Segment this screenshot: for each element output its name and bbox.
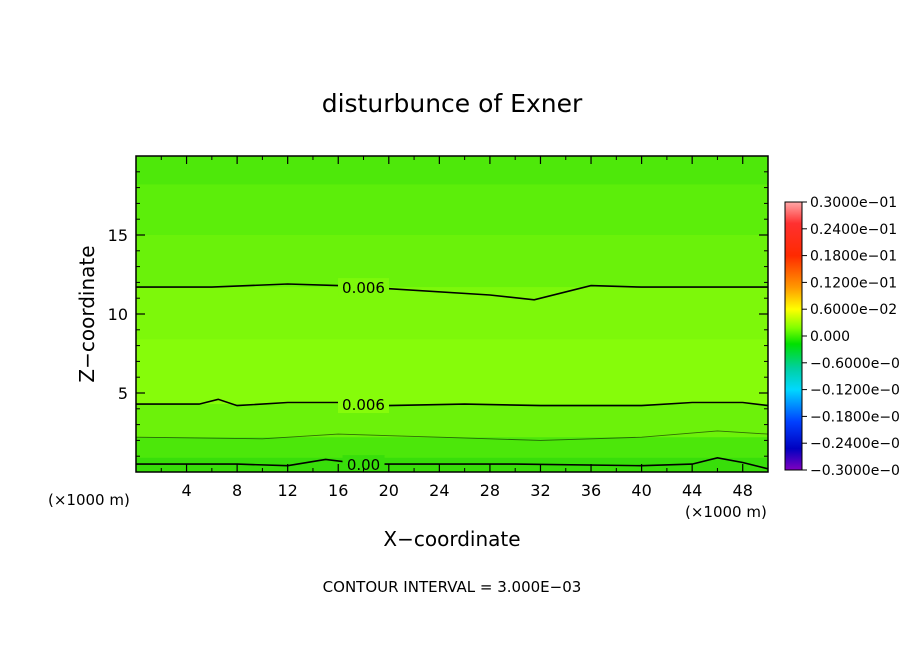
colorbar-label-7: −0.1200e−0	[810, 383, 900, 399]
plot-area: 0.006 0.006 0.00	[136, 156, 768, 474]
x-tick-label-20: 20	[379, 481, 399, 500]
x-tick-label-4: 4	[181, 481, 191, 500]
y-tick-label-5: 5	[118, 384, 128, 403]
x-unit-right: (×1000 m)	[685, 503, 767, 521]
contour-label-bg-2	[338, 395, 390, 414]
contour-line-3	[136, 456, 768, 470]
contour-line-1	[136, 283, 768, 301]
colorbar-label-8: −0.1800e−0	[810, 409, 900, 425]
contour-line-4	[136, 430, 768, 441]
contour-interval-note: CONTOUR INTERVAL = 3.000E−03	[323, 578, 582, 596]
colorbar-label-5: 0.000	[810, 329, 850, 345]
x-tick-label-32: 32	[530, 481, 550, 500]
colorbar-label-1: 0.2400e−01	[810, 222, 897, 238]
chart-title: disturbunce of Exner	[322, 89, 583, 118]
contour-label-1: 0.006	[342, 279, 385, 297]
x-tick-label-36: 36	[581, 481, 601, 500]
x-tick-label-12: 12	[278, 481, 298, 500]
contour-label-bg-3	[342, 455, 385, 472]
x-tick-label-8: 8	[232, 481, 242, 500]
x-unit-left: (×1000 m)	[48, 491, 130, 509]
colorbar-label-0: 0.3000e−01	[810, 195, 897, 211]
y-tick-label-15: 15	[108, 226, 128, 245]
x-tick-label-44: 44	[682, 481, 702, 500]
x-tick-label-48: 48	[733, 481, 753, 500]
x-tick-label-40: 40	[631, 481, 651, 500]
x-tick-label-24: 24	[429, 481, 449, 500]
contour-lines: 0.006 0.006 0.00	[136, 278, 768, 474]
contour-label-bg-1	[338, 278, 390, 297]
x-axis-ticks: 4 8 12 16 20 24 28 32 36 40 44 48	[160, 156, 753, 500]
contour-label-2: 0.006	[342, 396, 385, 414]
colorbar: 0.3000e−01 0.2400e−01 0.1800e−01 0.1200e−01…	[784, 195, 900, 479]
colorbar-label-4: 0.6000e−02	[810, 302, 897, 318]
x-tick-label-28: 28	[480, 481, 500, 500]
colorbar-label-9: −0.2400e−0	[810, 436, 900, 452]
y-axis-ticks: 5 10 15	[108, 171, 768, 457]
y-tick-label-10: 10	[108, 305, 128, 324]
colorbar-label-3: 0.1200e−01	[810, 275, 897, 291]
x-tick-label-16: 16	[328, 481, 348, 500]
contour-label-3: 0.00	[347, 456, 380, 474]
color-bands	[136, 156, 768, 472]
colorbar-gradient	[784, 201, 803, 471]
colorbar-labels: 0.3000e−01 0.2400e−01 0.1800e−01 0.1200e−01…	[802, 195, 900, 479]
colorbar-label-10: −0.3000e−0	[810, 463, 900, 479]
colorbar-label-2: 0.1800e−01	[810, 249, 897, 265]
x-axis-label: X−coordinate	[383, 527, 520, 551]
colorbar-label-6: −0.6000e−0	[810, 356, 900, 372]
y-axis-label: Z−coordinate	[75, 245, 99, 382]
